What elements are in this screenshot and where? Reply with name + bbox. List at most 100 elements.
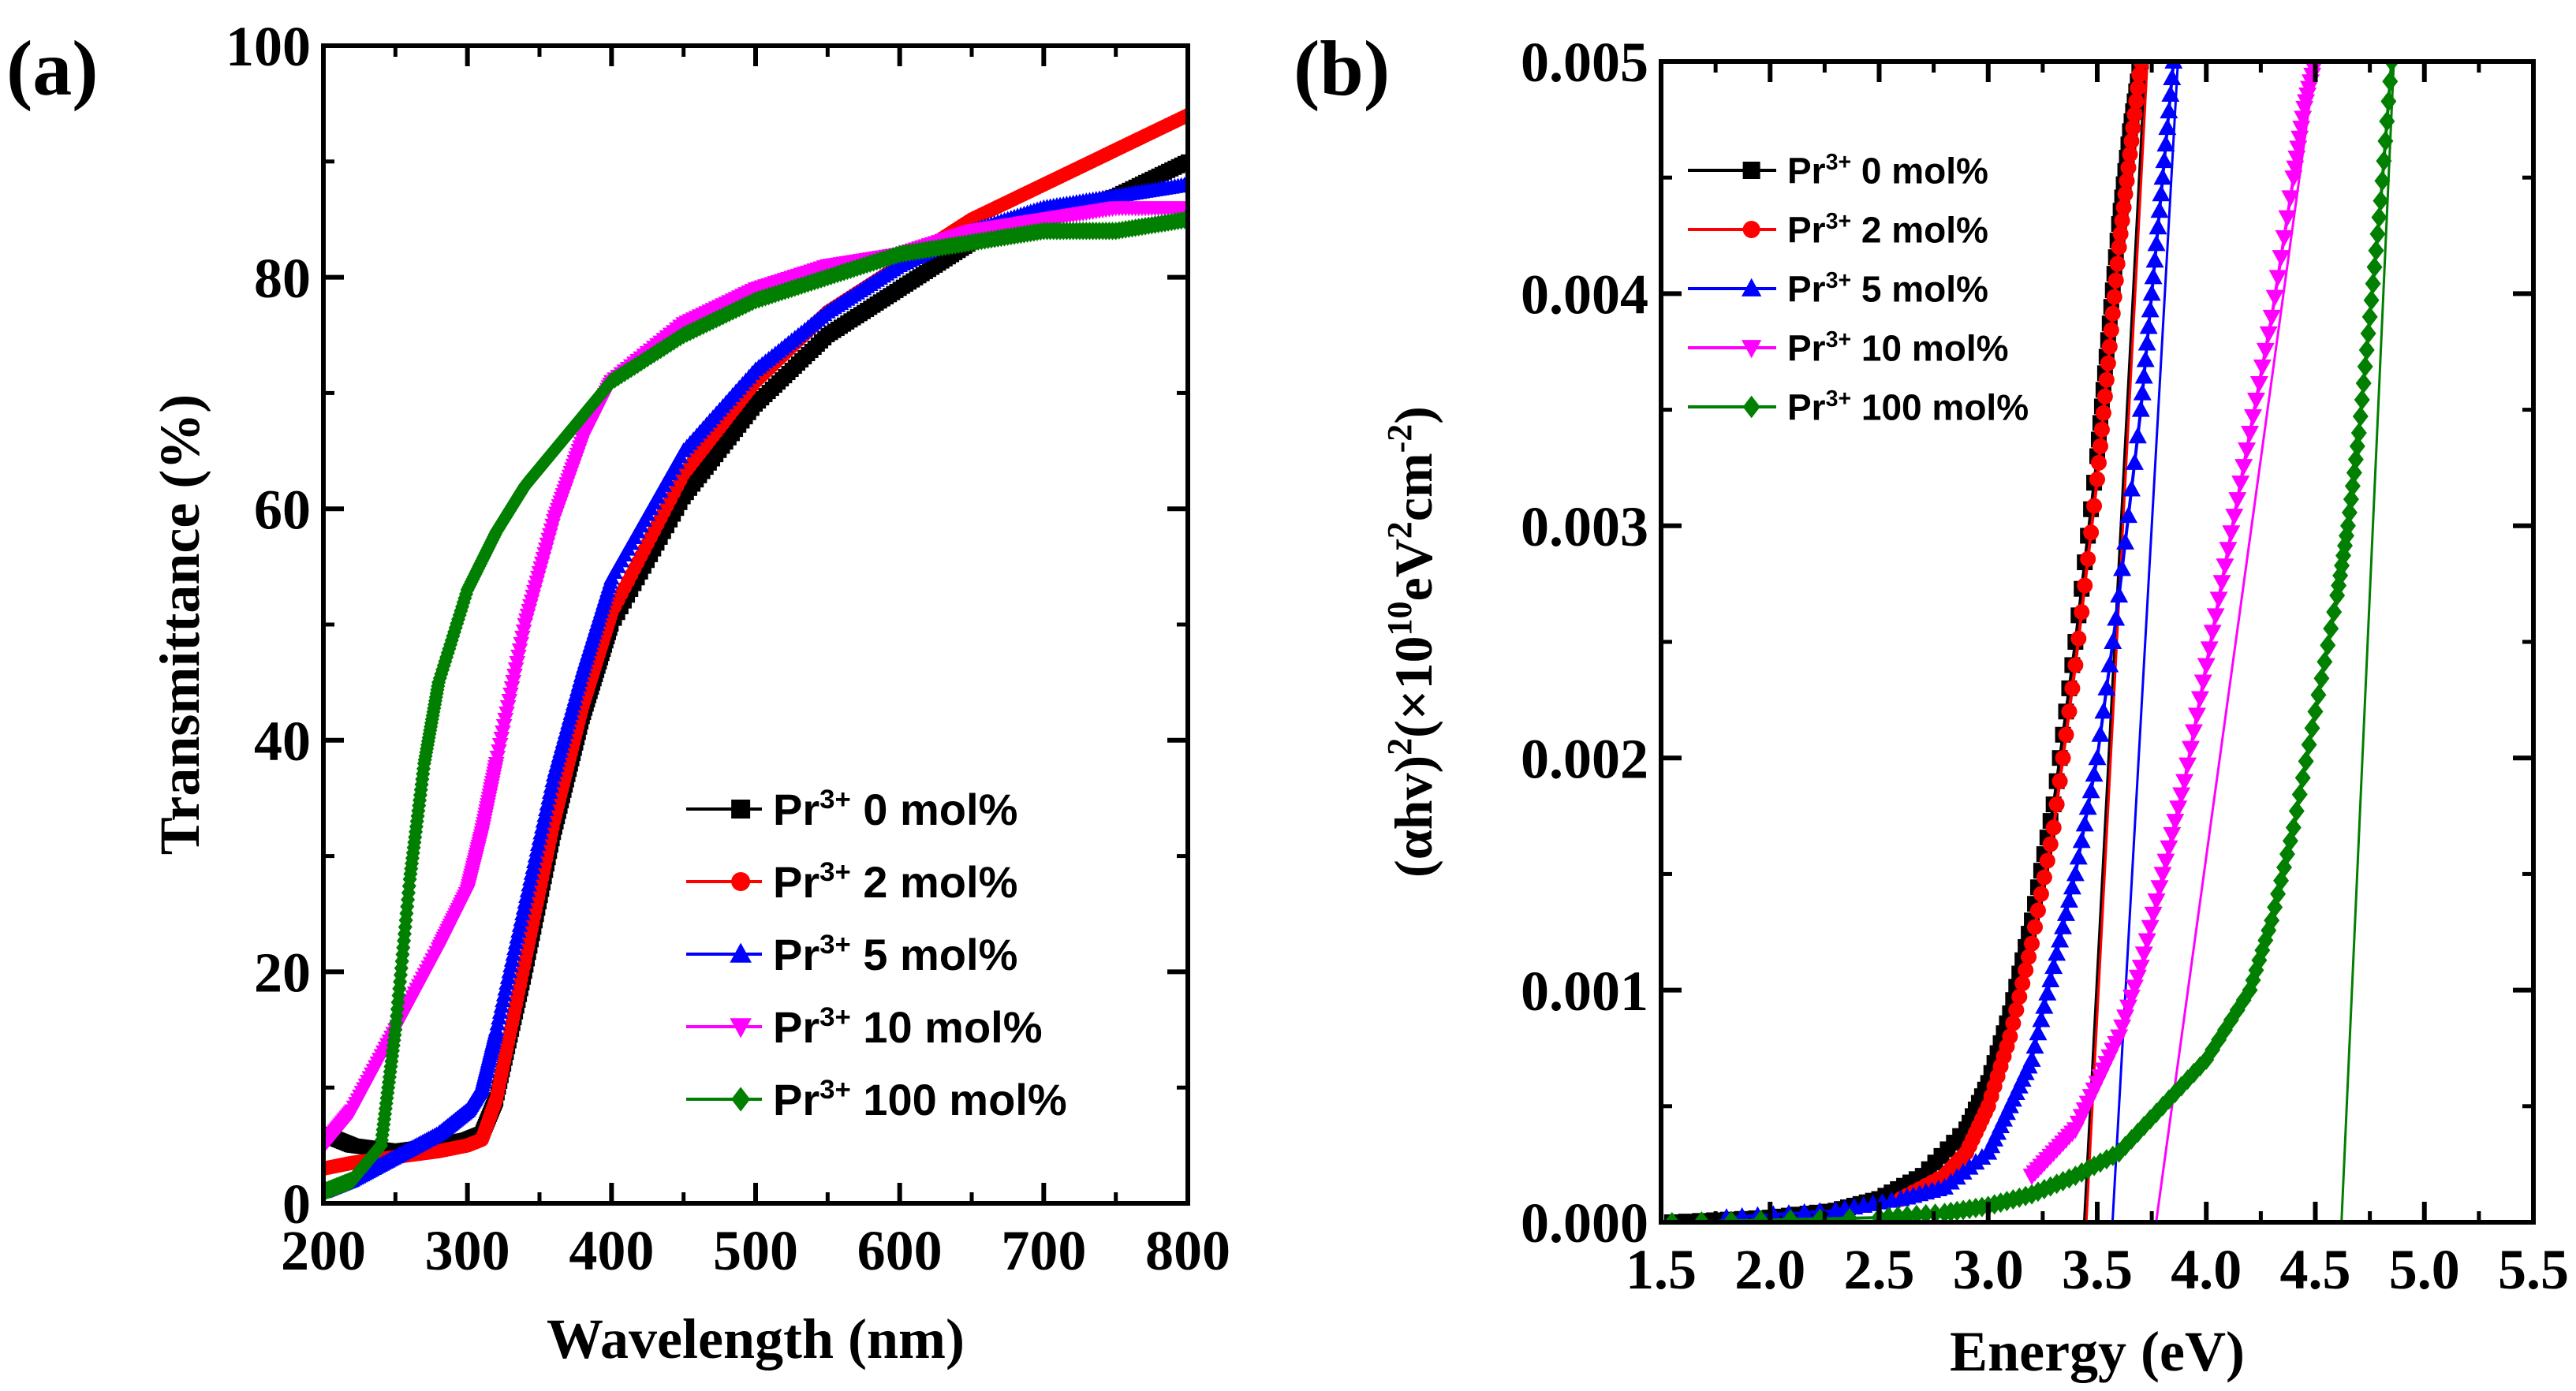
series-2-point (2094, 702, 2113, 719)
legend-entry-3: Pr3+ 10 mol% (1688, 327, 2009, 369)
series-2-point (2081, 781, 2100, 799)
series-2 (323, 176, 1188, 1199)
series-3-point (2110, 1029, 2129, 1046)
series-2-point (2137, 334, 2156, 351)
series-1-point (2125, 120, 2141, 136)
panel-a-x-axis-label: Wavelength (nm) (547, 1307, 965, 1370)
series-1-point (2067, 657, 2084, 673)
legend-marker (731, 1087, 751, 1112)
series-4-point (2320, 635, 2336, 656)
x-tick-label: 700 (1001, 1219, 1086, 1282)
panel-b: (b) 1.5 2.0 2.5 3.0 3.5 4.0 4.5 5.0 5.5 0.000 0.00… (1294, 24, 2569, 1383)
series-2-point (2156, 135, 2175, 152)
series-3-point (509, 655, 526, 671)
series-2-point (2091, 725, 2110, 742)
series-2-point (2122, 479, 2141, 497)
series-4-point (2344, 475, 2361, 497)
series-4-point (1753, 1210, 1769, 1222)
series-2-point (2044, 957, 2063, 975)
x-tick-label: 3.0 (1953, 1238, 2024, 1301)
series-3-point (2292, 121, 2311, 138)
series-1-point (2024, 935, 2040, 952)
x-tick-label: 500 (713, 1219, 798, 1282)
series-3-point (2238, 442, 2257, 460)
legend-entry-4: Pr3+ 100 mol% (1688, 386, 2029, 428)
legend-entry-0: Pr3+ 0 mol% (686, 785, 1017, 834)
series-2-point (2075, 815, 2094, 832)
legend-entry-0: Pr3+ 0 mol% (1688, 150, 1988, 192)
series-3-point (487, 757, 505, 772)
x-tick-label: 800 (1145, 1219, 1230, 1282)
series-2-point (2035, 997, 2054, 1014)
series-4-point (2376, 151, 2392, 172)
y-tick-label: 0.002 (1521, 727, 1648, 790)
series-3-point (493, 732, 510, 747)
series-1-point (2114, 212, 2130, 229)
series-3-point (2137, 933, 2156, 950)
series-3-point (2175, 774, 2194, 791)
series-1-point (2042, 836, 2059, 852)
series-1-point (2048, 796, 2065, 813)
legend-label: Pr3+ 2 mol% (1787, 209, 1988, 250)
series-4-point (1693, 1211, 1710, 1222)
legend-entry-2: Pr3+ 5 mol% (1688, 268, 1988, 310)
series-2-point (2163, 69, 2182, 86)
series-3-point (501, 693, 518, 709)
series-3-point (2234, 459, 2253, 476)
series-3-point (2122, 990, 2141, 1007)
series-1-point (2089, 471, 2105, 487)
series-2-point (2158, 118, 2177, 136)
series-4-point (2365, 273, 2381, 294)
series-2-point (2125, 453, 2144, 470)
series-3-point (2141, 919, 2160, 937)
series-1-point (2106, 289, 2122, 305)
series-4-point (2371, 207, 2387, 228)
series-3-point (2113, 1019, 2132, 1036)
series-3-point (2231, 475, 2250, 493)
series-3-point (2144, 906, 2163, 923)
legend-label: Pr3+ 2 mol% (773, 857, 1017, 907)
panel-a-ticks: 200 300 400 500 600 700 800 0 20 40 60 80 100 (226, 15, 1230, 1282)
series-3-point (2262, 309, 2281, 326)
series-3-point (489, 751, 506, 766)
series-3-point (2131, 960, 2150, 977)
series-1-point (2109, 255, 2126, 272)
series-4-point (2369, 223, 2386, 244)
legend-marker (1741, 340, 1762, 359)
series-1-point (2101, 338, 2118, 355)
legend-entry-1: Pr3+ 2 mol% (1688, 209, 1988, 251)
series-1-point (2126, 106, 2143, 123)
legend-marker (1742, 221, 1760, 238)
series-3-point (491, 744, 507, 759)
series-3-fit-line (2155, 62, 2317, 1222)
legend-entry-2: Pr3+ 5 mol% (686, 930, 1017, 979)
series-4-point (2301, 734, 2317, 755)
series-2-point (2048, 944, 2066, 961)
series-1-point (2033, 886, 2049, 902)
series-4-point (2373, 190, 2389, 211)
series-3-point (502, 687, 519, 703)
legend-label: Pr3+ 5 mol% (1787, 268, 1988, 309)
series-1-point (2119, 173, 2135, 189)
series-4-point (2368, 240, 2384, 261)
series-3-point (2206, 608, 2225, 625)
series-3-point (2253, 359, 2272, 376)
series-3-point (2125, 979, 2144, 997)
series-4-point (2380, 91, 2397, 112)
series-3-point (2166, 814, 2185, 831)
series-1-point (2090, 454, 2107, 471)
series-3-point (2209, 591, 2228, 609)
series-3-point (2187, 707, 2206, 725)
series-4-point (2285, 817, 2302, 838)
x-tick-label: 4.5 (2280, 1238, 2351, 1301)
y-tick-label: 20 (254, 942, 311, 1005)
series-1-point (2051, 773, 2068, 789)
series-3-point (2203, 625, 2222, 642)
panel-b-x-axis-label: Energy (eV) (1950, 1320, 2245, 1383)
series-3-point (2219, 542, 2238, 559)
series-3-point (495, 725, 511, 740)
plot-area (1663, 62, 2400, 1222)
series-1-point (2014, 975, 2031, 992)
x-tick-label: 4.0 (2171, 1238, 2242, 1301)
